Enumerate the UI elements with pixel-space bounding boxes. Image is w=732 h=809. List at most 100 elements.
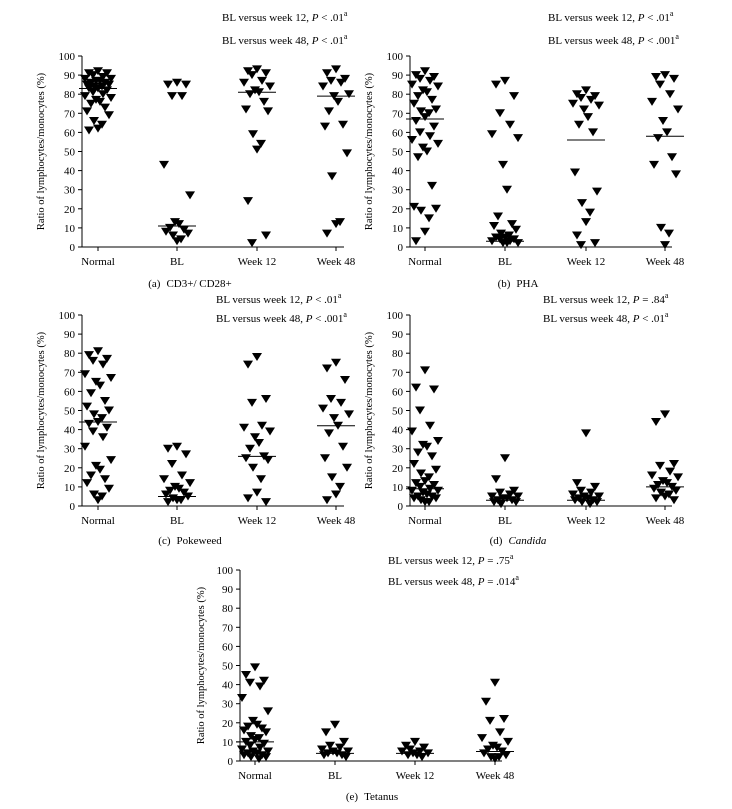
data-point-marker bbox=[326, 76, 336, 85]
data-point-marker bbox=[259, 97, 269, 106]
y-tick-label: 60 bbox=[392, 127, 404, 139]
data-point-marker bbox=[93, 124, 103, 133]
data-point-marker bbox=[243, 360, 253, 369]
series-week-48 bbox=[646, 71, 684, 250]
data-point-marker bbox=[245, 90, 255, 99]
data-point-marker bbox=[498, 160, 508, 169]
data-point-marker bbox=[647, 97, 657, 106]
data-point-marker bbox=[581, 86, 591, 95]
y-tick-label: 90 bbox=[222, 584, 234, 596]
y-tick-label: 80 bbox=[392, 348, 404, 360]
y-axis-title: Ratio of lymphocytes/monocytes (%) bbox=[364, 72, 375, 230]
data-point-marker bbox=[84, 419, 94, 428]
caption-name: PHA bbox=[516, 278, 538, 290]
data-point-marker bbox=[324, 429, 334, 438]
series-week-12 bbox=[238, 353, 276, 507]
panel-caption: (d) Candida bbox=[490, 535, 547, 547]
data-point-marker bbox=[647, 471, 657, 480]
data-point-marker bbox=[570, 168, 580, 177]
y-axis-title: Ratio of lymphocytes/monocytes (%) bbox=[36, 72, 47, 230]
data-point-marker bbox=[585, 500, 595, 509]
data-point-marker bbox=[487, 492, 497, 501]
x-tick-label: Week 48 bbox=[317, 515, 356, 527]
data-point-marker bbox=[651, 73, 661, 82]
caption-letter: (a) bbox=[148, 278, 161, 290]
y-tick-label: 90 bbox=[64, 329, 76, 341]
data-point-marker bbox=[241, 671, 251, 680]
data-point-marker bbox=[592, 187, 602, 196]
data-point-marker bbox=[250, 735, 260, 744]
data-point-marker bbox=[425, 421, 435, 430]
series-week-12 bbox=[567, 429, 605, 509]
y-tick-label: 70 bbox=[392, 108, 404, 120]
series-week-12 bbox=[567, 86, 605, 250]
data-point-marker bbox=[172, 78, 182, 87]
data-point-marker bbox=[159, 160, 169, 169]
data-point-marker bbox=[576, 241, 586, 250]
data-point-marker bbox=[433, 437, 443, 446]
annotation-rest: < .001 bbox=[312, 313, 343, 325]
y-tick-label: 80 bbox=[64, 89, 76, 101]
data-point-marker bbox=[420, 67, 430, 76]
x-tick-label: Week 48 bbox=[476, 770, 515, 782]
data-point-marker bbox=[477, 734, 487, 743]
data-point-marker bbox=[102, 354, 112, 363]
data-point-marker bbox=[660, 492, 670, 501]
annotation-prefix: BL versus week 12, bbox=[388, 555, 478, 567]
annotation-p: P bbox=[305, 313, 313, 325]
data-point-marker bbox=[177, 92, 187, 101]
data-point-marker bbox=[255, 682, 265, 691]
data-point-marker bbox=[88, 88, 98, 97]
data-point-marker bbox=[329, 414, 339, 423]
caption-name: Candida bbox=[508, 535, 546, 547]
annotation-p: P bbox=[637, 12, 645, 24]
data-point-marker bbox=[651, 494, 661, 503]
p-value-annotation: BL versus week 12, P < .01a bbox=[222, 9, 348, 24]
data-point-marker bbox=[669, 459, 679, 468]
series-bl bbox=[316, 720, 354, 762]
y-tick-label: 40 bbox=[222, 680, 234, 692]
y-tick-label: 40 bbox=[392, 166, 404, 178]
data-point-marker bbox=[427, 181, 437, 190]
data-point-marker bbox=[431, 105, 441, 114]
data-point-marker bbox=[239, 78, 249, 87]
data-point-marker bbox=[86, 389, 96, 398]
series-bl bbox=[486, 76, 524, 248]
series-bl bbox=[486, 454, 524, 509]
data-point-marker bbox=[495, 109, 505, 118]
caption-name: Pokeweed bbox=[177, 535, 223, 547]
data-point-marker bbox=[174, 220, 184, 229]
data-point-marker bbox=[495, 488, 505, 497]
data-point-marker bbox=[665, 90, 675, 99]
data-point-marker bbox=[245, 741, 255, 750]
data-point-marker bbox=[407, 136, 417, 145]
y-tick-label: 50 bbox=[392, 406, 404, 418]
data-point-marker bbox=[577, 498, 587, 507]
data-point-marker bbox=[588, 128, 598, 137]
panel-caption: (b) PHA bbox=[498, 278, 539, 290]
y-tick-label: 90 bbox=[392, 329, 404, 341]
data-point-marker bbox=[322, 364, 332, 373]
data-point-marker bbox=[241, 105, 251, 114]
data-point-marker bbox=[263, 107, 273, 116]
data-point-marker bbox=[590, 482, 600, 491]
annotation-prefix: BL versus week 48, bbox=[388, 576, 478, 588]
x-tick-label: Normal bbox=[408, 256, 442, 268]
data-point-marker bbox=[673, 105, 683, 114]
data-point-marker bbox=[407, 427, 417, 436]
panel-caption: (c) Pokeweed bbox=[158, 535, 222, 547]
data-point-marker bbox=[655, 461, 665, 470]
series-normal bbox=[406, 366, 444, 507]
data-point-marker bbox=[513, 492, 523, 501]
data-point-marker bbox=[431, 204, 441, 213]
data-point-marker bbox=[185, 479, 195, 488]
data-point-marker bbox=[427, 452, 437, 461]
data-point-marker bbox=[250, 663, 260, 672]
data-point-marker bbox=[586, 488, 596, 497]
y-tick-label: 10 bbox=[64, 482, 76, 494]
data-point-marker bbox=[496, 500, 506, 509]
y-tick-label: 10 bbox=[392, 223, 404, 235]
data-point-marker bbox=[420, 113, 430, 122]
data-point-marker bbox=[492, 743, 502, 752]
series-bl bbox=[158, 78, 196, 246]
